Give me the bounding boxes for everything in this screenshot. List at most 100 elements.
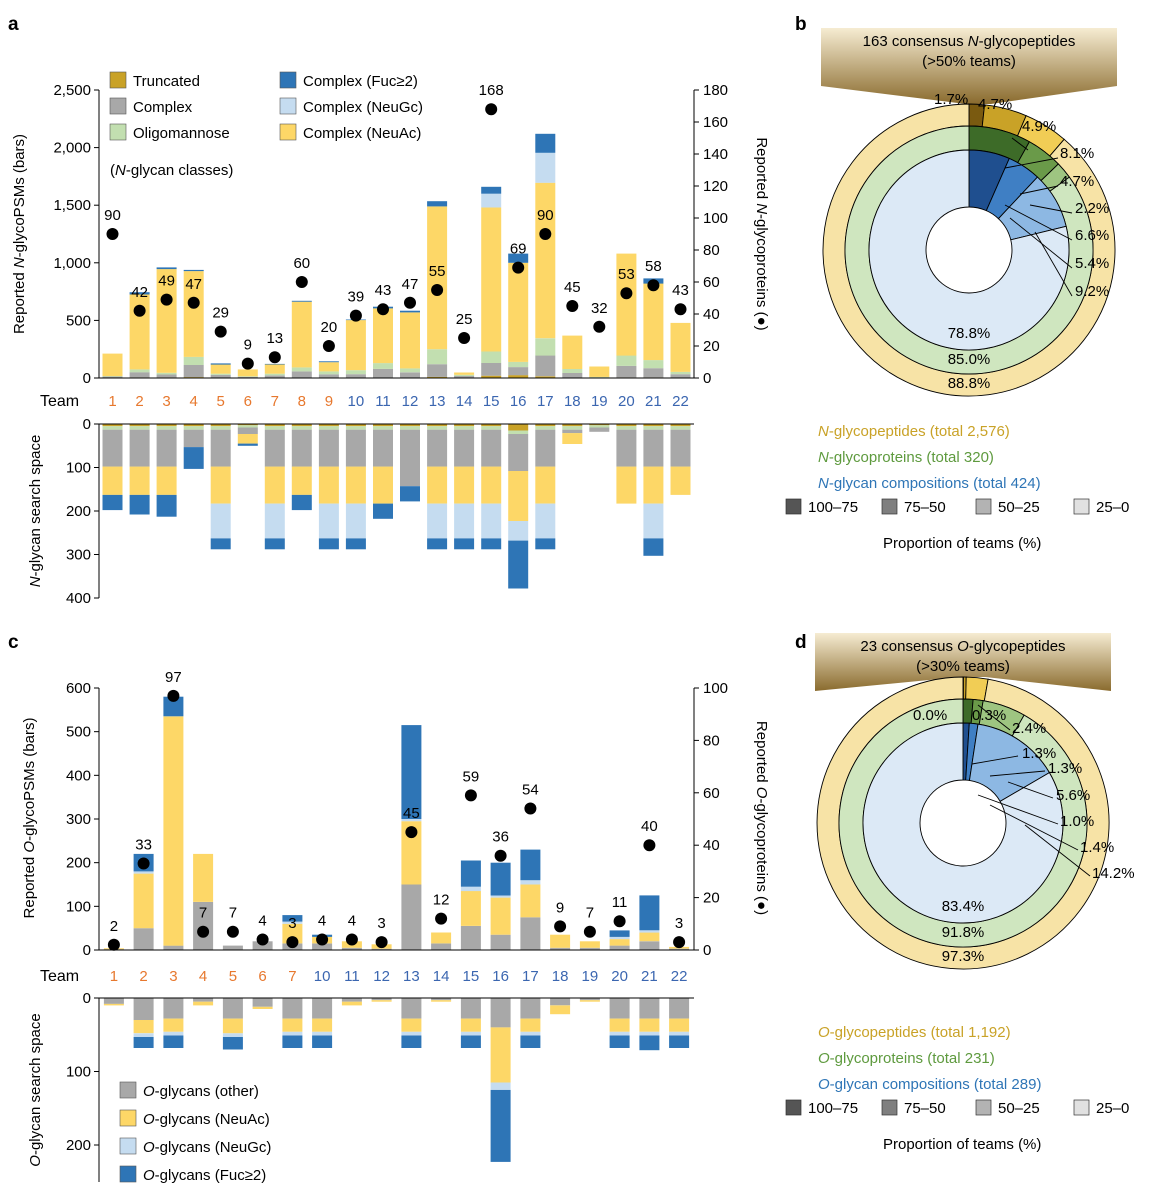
bar-o-glycans-neugc-team-3 (163, 1031, 184, 1036)
ring-label-1: 91.8% (942, 924, 985, 941)
bar-oligomannose-team-4 (183, 426, 204, 430)
legend-swatch-complex (109, 97, 127, 115)
team-number-9: 9 (325, 393, 333, 410)
bar-oligomannose-team-16 (508, 430, 529, 434)
dot-team-5 (226, 925, 239, 938)
d-scale-swatch-3 (1073, 1099, 1090, 1116)
bar-truncated-team-19 (589, 424, 610, 426)
bar-o-glycans-neugc-team-13 (401, 819, 422, 822)
legend-swatch-o-glycans-fuc-2 (119, 1165, 137, 1183)
bar-complex-team-22 (670, 429, 691, 467)
d-callout-line-5 (1007, 781, 1054, 799)
dot-team-21 (643, 839, 656, 852)
bar-o-glycans-neuac-team-19 (579, 1000, 600, 1002)
bar-truncated-team-18 (562, 424, 583, 427)
a-right-tick-label: 100 (703, 210, 728, 227)
bar-o-glycans-neuac-team-5 (222, 1018, 243, 1034)
bar-complex-neugc-team-7 (264, 503, 285, 539)
bar-complex-team-15 (481, 429, 502, 467)
team-number-14: 14 (433, 968, 450, 985)
consensus-banner (815, 633, 1111, 691)
dot-label-team-20: 11 (612, 894, 628, 911)
team-number-17: 17 (522, 968, 539, 985)
dot-label-team-14: 25 (456, 311, 473, 328)
dot-label-team-21: 40 (641, 818, 658, 835)
bar-complex-neuac-team-9 (318, 362, 339, 372)
bar-truncated-team-8 (291, 424, 312, 427)
bar-complex-fuc-2-team-16 (508, 253, 529, 263)
bar-complex-fuc-2-team-8 (291, 300, 312, 302)
bar-oligomannose-team-6 (237, 376, 258, 377)
bar-complex-neugc-team-10 (345, 503, 366, 539)
bar-complex-neuac-team-21 (643, 283, 664, 361)
dot-label-team-6: 4 (258, 913, 266, 930)
bar-complex-team-6 (237, 427, 258, 434)
bar-complex-team-8 (291, 429, 312, 467)
bar-complex-neuac-team-7 (264, 466, 285, 504)
legend-swatch-o-glycans-neugc (119, 1137, 137, 1155)
team-number-2: 2 (139, 968, 147, 985)
team-number-5: 5 (229, 968, 237, 985)
bar-complex-neuac-team-13 (427, 466, 448, 504)
bar-oligomannose-team-2 (129, 369, 150, 373)
team-label-a: Team (40, 393, 79, 410)
panel-label-c: c (8, 632, 19, 653)
bar-o-glycans-fuc-2-team-20 (609, 930, 630, 937)
team-number-13: 13 (429, 393, 446, 410)
bar-complex-fuc-2-team-16 (508, 540, 529, 589)
bar-o-glycans-neugc-team-17 (520, 880, 541, 885)
team-number-12: 12 (373, 968, 390, 985)
bar-complex-neugc-team-16 (508, 521, 529, 541)
dot-label-team-11: 43 (375, 282, 392, 299)
bar-complex-team-2 (129, 429, 150, 467)
team-label-c: Team (40, 968, 79, 985)
bar-complex-fuc-2-team-15 (481, 538, 502, 550)
bar-complex-neuac-team-5 (210, 364, 231, 374)
b-callout-label-8: 9.2% (1075, 283, 1109, 300)
dot-team-17 (539, 228, 552, 240)
dot-team-20 (620, 287, 633, 300)
bar-o-glycans-neuac-team-15 (460, 1018, 481, 1032)
bar-complex-fuc-2-team-21 (643, 538, 664, 556)
d-callout-label-7: 1.4% (1080, 839, 1114, 856)
bar-o-glycans-fuc-2-team-21 (639, 895, 660, 931)
bar-complex-neuac-team-3 (156, 466, 177, 495)
bar-oligomannose-team-10 (345, 426, 366, 430)
b-callout-label-3: 8.1% (1060, 145, 1094, 162)
bar-complex-neugc-team-15 (481, 503, 502, 539)
dot-team-4 (187, 296, 200, 309)
a-right-tick-label: 60 (703, 274, 720, 291)
banner-title: 23 consensus O-glycopeptides (860, 638, 1065, 655)
bar-o-glycans-neuac-team-16 (490, 1027, 511, 1083)
d-callout-label-6: 1.0% (1060, 813, 1094, 830)
bar-truncated-team-10 (345, 424, 366, 427)
dot-label-team-18: 9 (556, 899, 564, 916)
dot-team-13 (431, 284, 444, 296)
bar-complex-fuc-2-team-3 (156, 267, 177, 270)
dot-team-1 (107, 938, 120, 951)
dot-team-11 (345, 933, 358, 946)
bar-complex-fuc-2-team-13 (427, 538, 448, 550)
b-scale-swatch-1 (881, 498, 898, 515)
bar-oligomannose-team-9 (318, 371, 339, 375)
b-total-0: N-glycopeptides (total 2,576) (818, 423, 1010, 440)
dot-team-3 (167, 689, 180, 702)
team-number-11: 11 (344, 968, 360, 985)
bar-oligomannose-team-9 (318, 426, 339, 430)
b-callout-label-4: 4.7% (1060, 173, 1094, 190)
bar-complex-neuac-team-9 (318, 466, 339, 504)
bar-o-glycans-other-team-11 (341, 998, 362, 1002)
d-scale-swatch-1 (881, 1099, 898, 1116)
dot-label-team-19: 7 (586, 905, 594, 922)
bar-o-glycans-neuac-team-21 (639, 1018, 660, 1032)
a-right-tick-label: 0 (703, 370, 711, 387)
dot-label-team-16: 69 (510, 241, 527, 258)
bar-o-glycans-other-team-22 (669, 948, 690, 950)
bar-complex-team-8 (291, 371, 312, 378)
bar-o-glycans-neuac-team-10 (312, 1018, 333, 1032)
dot-label-team-1: 2 (110, 918, 118, 935)
bar-complex-neuac-team-16 (508, 262, 529, 362)
bar-complex-fuc-2-team-12 (400, 486, 420, 502)
bar-o-glycans-neuac-team-14 (431, 932, 452, 944)
bar-oligomannose-team-15 (481, 351, 502, 363)
